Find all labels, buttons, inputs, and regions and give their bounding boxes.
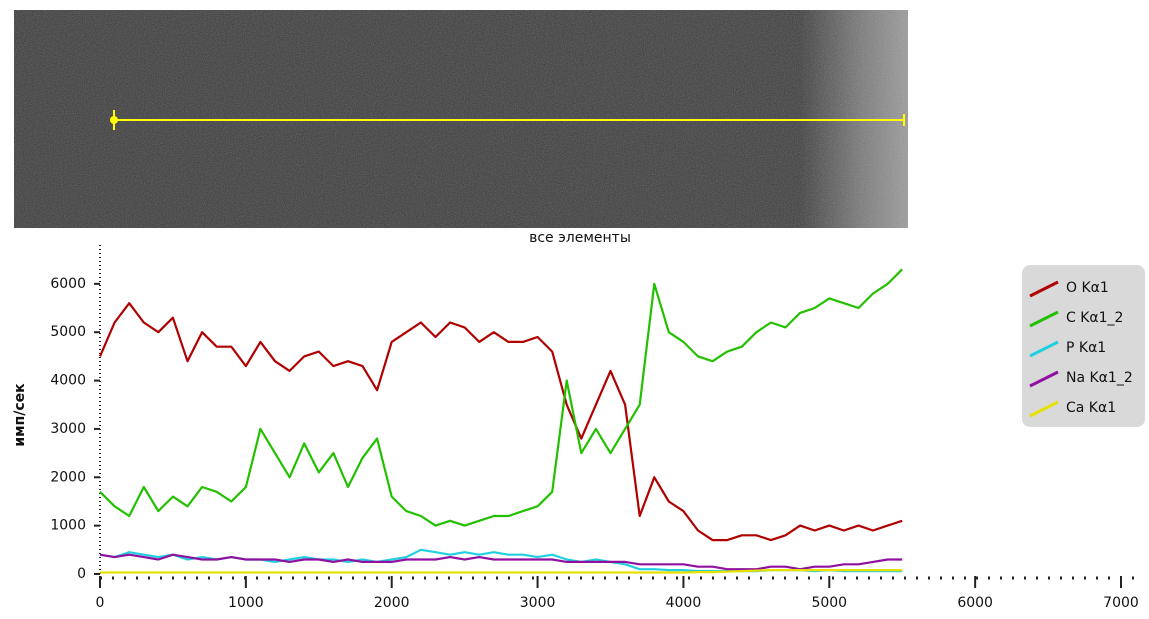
series-line (100, 570, 902, 572)
x-tick-label: 2000 (374, 595, 410, 611)
series-line (100, 555, 902, 570)
y-tick-label: 4000 (50, 373, 86, 389)
x-tick-label: 5000 (811, 595, 847, 611)
y-tick-label: 5000 (50, 324, 86, 340)
y-axis-label: имп/сек (12, 383, 28, 447)
series-line (100, 303, 902, 540)
y-tick-label: 3000 (50, 421, 86, 437)
y-tick-label: 1000 (50, 518, 86, 534)
plot-area (100, 269, 902, 572)
y-tick-label: 6000 (50, 276, 86, 292)
x-tick-label: 4000 (666, 595, 702, 611)
legend-label: P Kα1 (1066, 340, 1106, 356)
x-tick-label: 0 (96, 595, 105, 611)
sem-image (14, 10, 908, 228)
legend-label: O Kα1 (1066, 280, 1109, 296)
y-tick-label: 2000 (50, 469, 86, 485)
series-line (100, 269, 902, 525)
x-tick-label: 7000 (1103, 595, 1139, 611)
legend-label: Na Kα1_2 (1066, 370, 1133, 386)
chart: все элементы имп/сек 0 1000 2000 3000 4000 50… (0, 0, 1149, 619)
chart-title: все элементы (529, 230, 631, 246)
legend-label: C Kα1_2 (1066, 310, 1123, 326)
page: {"chart_data": {"type": "line", "title":… (0, 0, 1149, 619)
x-tick-label: 6000 (957, 595, 993, 611)
legend-label: Ca Kα1 (1066, 400, 1116, 416)
x-tick-label: 1000 (228, 595, 264, 611)
x-tick-label: 3000 (520, 595, 556, 611)
y-tick-label: 0 (77, 566, 86, 582)
